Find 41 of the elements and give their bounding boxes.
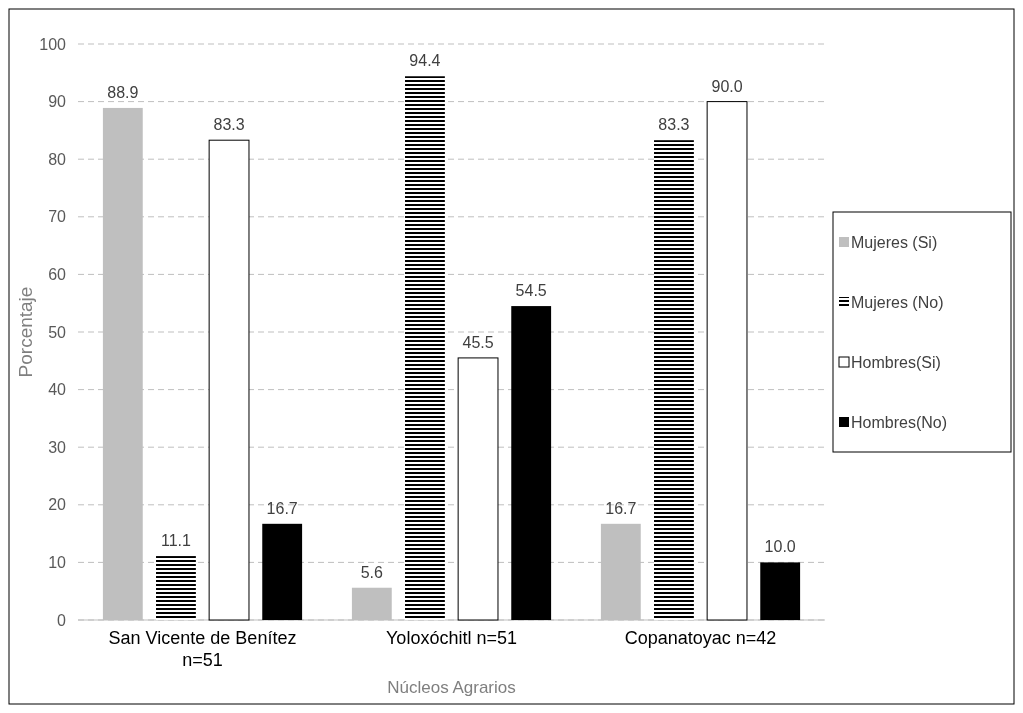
y-tick-label: 30 bbox=[48, 438, 67, 456]
y-tick-label: 100 bbox=[39, 35, 67, 53]
data-label: 54.5 bbox=[515, 282, 547, 300]
y-tick-label: 60 bbox=[48, 266, 67, 283]
y-tick-label: 0 bbox=[57, 611, 67, 629]
data-label: 16.7 bbox=[605, 499, 637, 517]
x-tick-label: Copanatoyac n=42 bbox=[624, 628, 777, 648]
bar bbox=[511, 306, 552, 620]
x-axis-title: Núcleos Agrarios bbox=[387, 678, 516, 697]
bar bbox=[208, 139, 250, 621]
data-label: 94.4 bbox=[409, 52, 441, 70]
legend-label: Hombres(Si) bbox=[851, 353, 941, 371]
bar bbox=[654, 140, 694, 620]
y-tick-label: 90 bbox=[48, 93, 67, 111]
bar bbox=[706, 101, 748, 621]
data-label: 11.1 bbox=[160, 532, 192, 550]
y-tick-label: 20 bbox=[48, 496, 67, 514]
y-tick-label: 10 bbox=[48, 554, 67, 571]
y-tick-label: 80 bbox=[48, 150, 67, 168]
bar bbox=[156, 556, 196, 620]
bar bbox=[262, 523, 303, 620]
data-label: 83.3 bbox=[213, 116, 245, 134]
bar bbox=[405, 76, 445, 620]
data-label: 10.0 bbox=[764, 538, 796, 556]
legend-label: Mujeres (Si) bbox=[851, 233, 938, 251]
y-tick-label: 50 bbox=[48, 323, 67, 341]
data-label: 45.5 bbox=[462, 333, 494, 351]
bar bbox=[457, 357, 499, 621]
y-axis-title: Porcentaje bbox=[15, 286, 36, 378]
data-label: 5.6 bbox=[360, 563, 384, 581]
y-tick-label: 40 bbox=[48, 381, 67, 399]
x-tick-label: San Vicente de Benítez n=51 bbox=[108, 628, 297, 670]
legend-label: Mujeres (No) bbox=[851, 293, 944, 311]
x-tick-label: Yoloxóchitl n=51 bbox=[386, 628, 517, 648]
data-label: 88.9 bbox=[107, 83, 139, 101]
data-label: 16.7 bbox=[266, 499, 298, 517]
data-label: 83.3 bbox=[658, 116, 690, 134]
data-label: 90.0 bbox=[711, 77, 743, 95]
bar bbox=[760, 562, 801, 620]
legend-label: Hombres(No) bbox=[851, 413, 948, 431]
y-tick-label: 70 bbox=[48, 208, 67, 226]
